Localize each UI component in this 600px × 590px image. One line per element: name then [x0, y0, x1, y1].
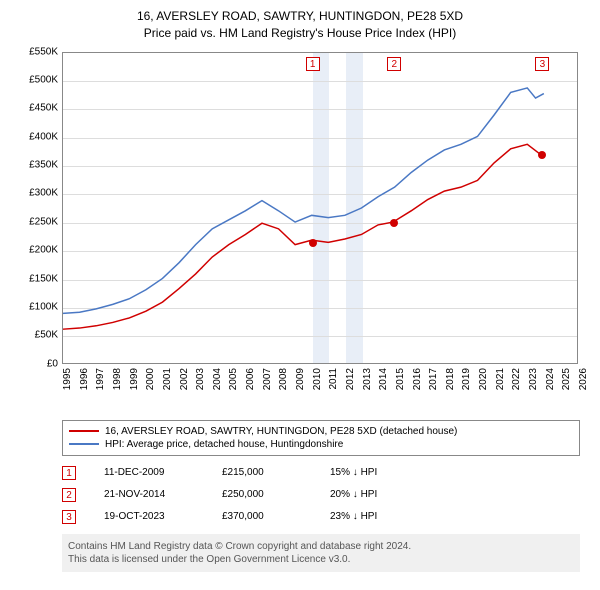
x-tick-label: 2019 — [461, 368, 472, 390]
legend: 16, AVERSLEY ROAD, SAWTRY, HUNTINGDON, P… — [62, 420, 580, 456]
y-tick-label: £500K — [29, 74, 58, 85]
x-tick-label: 2002 — [179, 368, 190, 390]
legend-item: 16, AVERSLEY ROAD, SAWTRY, HUNTINGDON, P… — [69, 425, 573, 438]
x-tick-label: 2001 — [162, 368, 173, 390]
transactions-table: 1 11-DEC-2009 £215,000 15% ↓ HPI 2 21-NOV-201… — [62, 462, 580, 528]
footer-line1: Contains HM Land Registry data © Crown c… — [68, 540, 574, 553]
x-tick-label: 1998 — [112, 368, 123, 390]
x-tick-label: 2013 — [362, 368, 373, 390]
y-tick-label: £200K — [29, 245, 58, 256]
transaction-date: 19-OCT-2023 — [104, 511, 194, 522]
title-line2: Price paid vs. HM Land Registry's House … — [8, 25, 592, 42]
x-tick-label: 2018 — [445, 368, 456, 390]
marker-box-2: 2 — [387, 57, 401, 71]
transaction-marker: 2 — [62, 488, 76, 502]
transaction-row: 2 21-NOV-2014 £250,000 20% ↓ HPI — [62, 484, 580, 506]
x-tick-label: 1995 — [62, 368, 73, 390]
transaction-marker: 1 — [62, 466, 76, 480]
transaction-diff: 23% ↓ HPI — [330, 511, 420, 522]
marker-box-1: 1 — [306, 57, 320, 71]
plot-area: 1 2 3 — [62, 52, 578, 364]
property-line — [63, 144, 544, 329]
x-tick-label: 2020 — [478, 368, 489, 390]
x-tick-label: 2023 — [528, 368, 539, 390]
legend-item: HPI: Average price, detached house, Hunt… — [69, 438, 573, 451]
x-tick-label: 2026 — [578, 368, 589, 390]
title-line1: 16, AVERSLEY ROAD, SAWTRY, HUNTINGDON, P… — [8, 8, 592, 25]
y-tick-label: £100K — [29, 301, 58, 312]
footer-line2: This data is licensed under the Open Gov… — [68, 553, 574, 566]
x-tick-label: 2015 — [395, 368, 406, 390]
legend-label: HPI: Average price, detached house, Hunt… — [105, 439, 343, 450]
footer-attribution: Contains HM Land Registry data © Crown c… — [62, 534, 580, 572]
transaction-price: £250,000 — [222, 489, 302, 500]
y-tick-label: £250K — [29, 216, 58, 227]
x-tick-label: 2021 — [495, 368, 506, 390]
transaction-diff: 15% ↓ HPI — [330, 467, 420, 478]
y-tick-label: £150K — [29, 273, 58, 284]
transaction-diff: 20% ↓ HPI — [330, 489, 420, 500]
transaction-price: £370,000 — [222, 511, 302, 522]
line-svg — [63, 53, 577, 363]
transaction-price: £215,000 — [222, 467, 302, 478]
marker-dot — [309, 239, 317, 247]
x-tick-label: 2014 — [378, 368, 389, 390]
chart-container: £0 £50K £100K £150K £200K £250K £300K £350K £400… — [18, 52, 578, 392]
x-tick-label: 2024 — [545, 368, 556, 390]
marker-box-3: 3 — [535, 57, 549, 71]
y-axis: £0£50K£100K£150K£200K£250K£300K£350K£400… — [18, 52, 62, 364]
x-tick-label: 2000 — [145, 368, 156, 390]
x-tick-label: 2005 — [228, 368, 239, 390]
x-tick-label: 2017 — [428, 368, 439, 390]
transaction-row: 1 11-DEC-2009 £215,000 15% ↓ HPI — [62, 462, 580, 484]
x-tick-label: 2025 — [561, 368, 572, 390]
transaction-date: 11-DEC-2009 — [104, 467, 194, 478]
x-tick-label: 2008 — [278, 368, 289, 390]
marker-dot — [390, 219, 398, 227]
hpi-line — [63, 88, 544, 313]
x-tick-label: 2012 — [345, 368, 356, 390]
x-tick-label: 1996 — [79, 368, 90, 390]
x-tick-label: 2007 — [262, 368, 273, 390]
y-tick-label: £450K — [29, 103, 58, 114]
y-tick-label: £400K — [29, 131, 58, 142]
legend-label: 16, AVERSLEY ROAD, SAWTRY, HUNTINGDON, P… — [105, 426, 457, 437]
x-axis: 1995 1996 1997 1998 1999 2000 2001 2002 2003 2004… — [62, 364, 578, 392]
y-tick-label: £350K — [29, 160, 58, 171]
x-tick-label: 1999 — [129, 368, 140, 390]
x-tick-label: 1997 — [95, 368, 106, 390]
x-tick-label: 2003 — [195, 368, 206, 390]
chart-title: 16, AVERSLEY ROAD, SAWTRY, HUNTINGDON, P… — [8, 8, 592, 42]
x-tick-label: 2010 — [312, 368, 323, 390]
transaction-marker: 3 — [62, 510, 76, 524]
legend-swatch — [69, 443, 99, 445]
x-tick-label: 2016 — [412, 368, 423, 390]
marker-dot — [538, 151, 546, 159]
legend-swatch — [69, 430, 99, 432]
x-tick-label: 2022 — [511, 368, 522, 390]
transaction-date: 21-NOV-2014 — [104, 489, 194, 500]
y-tick-label: £550K — [29, 46, 58, 57]
transaction-row: 3 19-OCT-2023 £370,000 23% ↓ HPI — [62, 506, 580, 528]
x-tick-label: 2009 — [295, 368, 306, 390]
x-tick-label: 2006 — [245, 368, 256, 390]
y-tick-label: £300K — [29, 188, 58, 199]
x-tick-label: 2004 — [212, 368, 223, 390]
y-tick-label: £50K — [35, 330, 58, 341]
y-tick-label: £0 — [47, 358, 58, 369]
x-tick-label: 2011 — [328, 368, 339, 390]
